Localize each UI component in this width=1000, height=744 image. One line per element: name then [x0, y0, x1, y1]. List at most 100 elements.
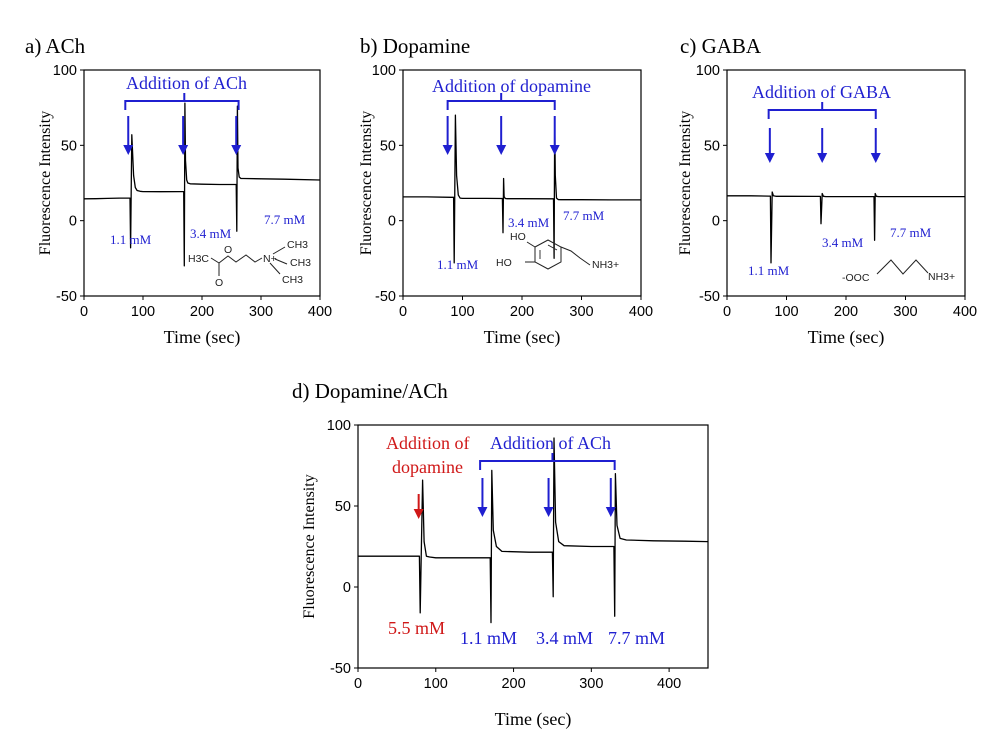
x-tick-label: 100 — [131, 304, 155, 320]
series-line — [403, 114, 641, 264]
chem-bond — [560, 246, 591, 266]
chem-bond — [547, 244, 558, 251]
y-tick-label: 50 — [61, 138, 77, 154]
x-tick-label: 300 — [249, 304, 273, 320]
panel-c-annotation-bracket: Addition of GABA — [752, 82, 891, 102]
panel-b-conc-1: 1.1 mM — [437, 257, 479, 272]
x-tick-label: 300 — [893, 304, 917, 320]
addition-arrow-head — [178, 145, 189, 155]
chem-atom: H3C — [188, 253, 209, 265]
chem-bond — [876, 259, 929, 275]
y-tick-label: 0 — [343, 580, 351, 596]
chem-atom: O — [215, 277, 223, 289]
x-tick-label: 400 — [308, 304, 332, 320]
addition-arrow-head — [231, 145, 242, 155]
y-tick-label: -50 — [699, 289, 720, 305]
chem-atom: O — [224, 244, 232, 256]
panel-a-conc-2: 3.4 mM — [190, 226, 232, 241]
y-tick-label: -50 — [375, 289, 396, 305]
y-tick-label: 100 — [53, 63, 77, 79]
chem-ring — [534, 239, 562, 270]
series-line — [358, 437, 709, 624]
addition-arrow-head — [764, 153, 775, 163]
gaba-structure: -OOC NH3+ — [842, 259, 955, 284]
y-axis-label: Fluorescence Intensity — [37, 111, 54, 255]
panel-d-title: d) Dopamine/ACh — [292, 379, 448, 403]
panel-c-conc-3: 7.7 mM — [890, 225, 932, 240]
chem-bond — [210, 257, 220, 276]
x-tick-label: 200 — [190, 304, 214, 320]
y-axis-label: Fluorescence Intensity — [358, 111, 375, 255]
y-tick-label: -50 — [330, 661, 351, 677]
chem-atom: N+ — [263, 253, 277, 265]
x-tick-label: 100 — [424, 676, 448, 692]
y-axis-label: Fluorescence Intensity — [301, 474, 318, 618]
bracket — [124, 100, 240, 110]
y-tick-label: 0 — [388, 214, 396, 230]
panel-d-annotation-bracket: Addition of ACh — [490, 433, 611, 453]
x-axis-label: Time (sec) — [484, 327, 561, 348]
panel-d-red-note-line1: Addition of — [386, 433, 470, 453]
dopamine-structure: HO HO NH3+ — [496, 231, 619, 271]
chem-bond — [274, 258, 288, 265]
x-tick-label: 0 — [723, 304, 731, 320]
y-tick-label: 0 — [712, 214, 720, 230]
y-tick-label: 50 — [335, 499, 351, 515]
acetylcholine-structure: H3C O O N+ CH3 CH3 CH3 — [188, 239, 311, 289]
x-tick-label: 300 — [569, 304, 593, 320]
chem-bond — [218, 254, 263, 264]
panel-b-conc-3: 7.7 mM — [563, 208, 605, 223]
y-tick-label: 50 — [380, 138, 396, 154]
x-axis-label: Time (sec) — [495, 709, 572, 730]
addition-arrow-head — [605, 507, 616, 517]
panel-a-annotation-bracket: Addition of ACh — [126, 73, 247, 93]
x-tick-label: 0 — [80, 304, 88, 320]
chem-atom: CH3 — [282, 274, 303, 286]
chem-atom: HO — [510, 231, 526, 243]
x-tick-label: 100 — [774, 304, 798, 320]
panel-d-conc-3: 3.4 mM — [536, 628, 593, 648]
panel-d-conc-1: 5.5 mM — [388, 618, 445, 638]
panel-a-conc-3: 7.7 mM — [264, 212, 306, 227]
y-tick-label: 100 — [696, 63, 720, 79]
bracket — [479, 460, 616, 470]
chem-bond — [526, 241, 536, 248]
x-tick-label: 200 — [510, 304, 534, 320]
y-tick-label: 50 — [704, 138, 720, 154]
addition-arrow-head — [870, 153, 881, 163]
chem-bond — [269, 262, 281, 275]
x-tick-label: 200 — [834, 304, 858, 320]
chem-atom: NH3+ — [592, 259, 619, 271]
x-tick-label: 0 — [399, 304, 407, 320]
panel-b-conc-2: 3.4 mM — [508, 215, 550, 230]
panel-d-conc-4: 7.7 mM — [608, 628, 665, 648]
y-tick-label: 0 — [69, 214, 77, 230]
series-line — [83, 102, 321, 267]
addition-arrow-head — [496, 145, 507, 155]
addition-arrow-head — [549, 145, 560, 155]
panel-d-conc-2: 1.1 mM — [460, 628, 517, 648]
bracket — [446, 100, 556, 110]
chem-atom: CH3 — [287, 239, 308, 251]
panel-d-red-note-line2: dopamine — [392, 457, 463, 477]
panel-b-annotation-bracket: Addition of dopamine — [432, 76, 591, 96]
chem-atom: HO — [496, 257, 512, 269]
chem-atom: -OOC — [842, 272, 870, 284]
addition-arrow-head — [477, 507, 488, 517]
series-line — [727, 191, 965, 264]
addition-arrow-head — [123, 145, 134, 155]
y-tick-label: 100 — [327, 418, 351, 434]
x-tick-label: 400 — [657, 676, 681, 692]
x-tick-label: 0 — [354, 676, 362, 692]
addition-arrow-head — [543, 507, 554, 517]
chem-atom: NH3+ — [928, 271, 955, 283]
x-tick-label: 400 — [629, 304, 653, 320]
bracket — [767, 109, 877, 119]
